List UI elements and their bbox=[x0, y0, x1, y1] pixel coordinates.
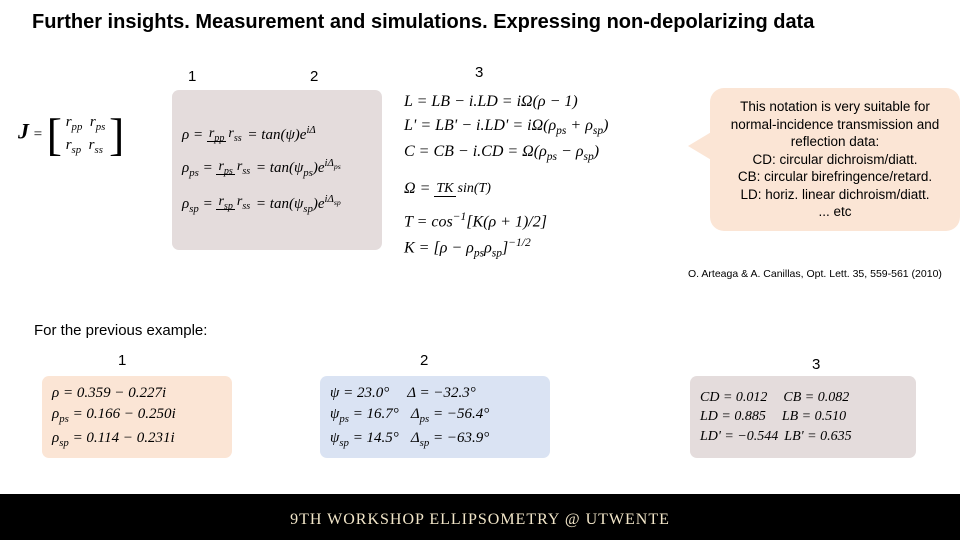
example-box-3: CD = 0.012CB = 0.082 LD = 0.885LB = 0.51… bbox=[690, 376, 916, 458]
label-bot-1: 1 bbox=[118, 352, 126, 369]
example-box-1: ρ = 0.359 − 0.227i ρps = 0.166 − 0.250i … bbox=[42, 376, 232, 458]
callout-line1: This notation is very suitable for bbox=[722, 98, 948, 116]
eq-L: L = LB − i.LD = iΩ(ρ − 1) bbox=[404, 92, 608, 113]
ex1-l3: ρsp = 0.114 − 0.231i bbox=[52, 428, 222, 451]
callout-line5: CB: circular birefringence/retard. bbox=[722, 168, 948, 186]
jones-matrix: J = [ rpp rps rsp rss ] bbox=[18, 112, 124, 158]
callout-line6: LD: horiz. linear dichroism/diatt. bbox=[722, 186, 948, 204]
formula-group-3: L = LB − i.LD = iΩ(ρ − 1) L' = LB' − i.L… bbox=[404, 92, 608, 262]
citation: O. Arteaga & A. Canillas, Opt. Lett. 35,… bbox=[688, 268, 948, 281]
slide-title: Further insights. Measurement and simula… bbox=[32, 10, 928, 35]
eq-rho-ps: ρps = rpsrss = tan(ψps)eiΔps bbox=[182, 156, 372, 181]
label-top-3: 3 bbox=[475, 64, 483, 81]
label-top-1: 1 bbox=[188, 68, 196, 85]
formula-box-1: ρ = rpprss = tan(ψ)eiΔ ρps = rpsrss = ta… bbox=[172, 90, 382, 250]
callout-line4: CD: circular dichroism/diatt. bbox=[722, 151, 948, 169]
ex3-row3: LD' = −0.544LB' = 0.635 bbox=[700, 427, 906, 447]
ex1-l1: ρ = 0.359 − 0.227i bbox=[52, 383, 222, 404]
callout-bubble: This notation is very suitable for norma… bbox=[710, 88, 960, 231]
ex2-row3: ψsp = 14.5°Δsp = −63.9° bbox=[330, 428, 540, 451]
callout-line7: ... etc bbox=[722, 203, 948, 221]
callout-line3: reflection data: bbox=[722, 133, 948, 151]
eq-rho: ρ = rpprss = tan(ψ)eiΔ bbox=[182, 123, 372, 146]
ex2-row2: ψps = 16.7°Δps = −56.4° bbox=[330, 404, 540, 427]
ex3-row1: CD = 0.012CB = 0.082 bbox=[700, 388, 906, 408]
eq-rho-sp: ρsp = rsprss = tan(ψsp)eiΔsp bbox=[182, 192, 372, 217]
prev-example-label: For the previous example: bbox=[34, 322, 207, 339]
label-top-2: 2 bbox=[310, 68, 318, 85]
ex3-row2: LD = 0.885LB = 0.510 bbox=[700, 407, 906, 427]
callout-line2: normal-incidence transmission and bbox=[722, 116, 948, 134]
example-box-2: ψ = 23.0°Δ = −32.3° ψps = 16.7°Δps = −56… bbox=[320, 376, 550, 458]
eq-Lp: L' = LB' − i.LD' = iΩ(ρps + ρsp) bbox=[404, 116, 608, 139]
label-bot-3: 3 bbox=[812, 356, 820, 373]
eq-K: K = [ρ − ρpsρsp]−1/2 bbox=[404, 236, 608, 261]
eq-T: T = cos−1[K(ρ + 1)/2] bbox=[404, 210, 608, 233]
label-bot-2: 2 bbox=[420, 352, 428, 369]
eq-Omega: Ω = TKsin(T) bbox=[404, 179, 608, 200]
footer-text: 9TH WORKSHOP ELLIPSOMETRY @ UTWENTE bbox=[0, 500, 960, 540]
ex1-l2: ρps = 0.166 − 0.250i bbox=[52, 404, 222, 427]
ex2-row1: ψ = 23.0°Δ = −32.3° bbox=[330, 383, 540, 404]
footer: 9TH WORKSHOP ELLIPSOMETRY @ UTWENTE bbox=[0, 494, 960, 540]
eq-C: C = CB − i.CD = Ω(ρps − ρsp) bbox=[404, 142, 608, 165]
